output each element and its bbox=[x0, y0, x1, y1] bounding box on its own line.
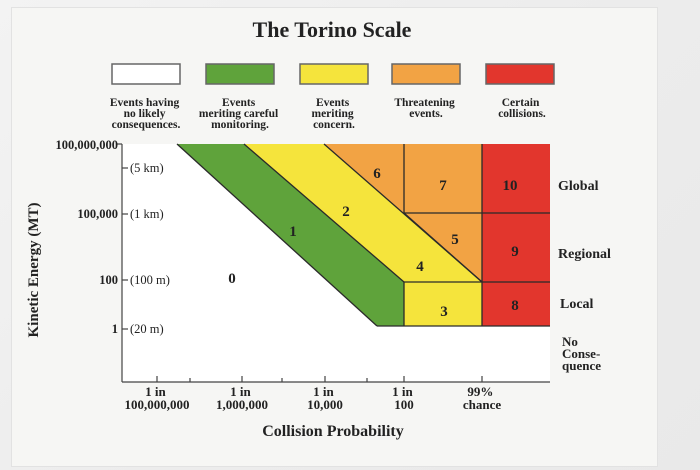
level-8: 8 bbox=[511, 298, 519, 314]
legend-swatch-threatening bbox=[391, 63, 461, 85]
y-tick-value: 100,000,000 bbox=[56, 138, 119, 152]
level-3: 3 bbox=[440, 304, 448, 320]
x-tick-label: 1 in 10,000 bbox=[307, 384, 343, 412]
zone-green bbox=[177, 144, 404, 326]
y-tick-value: 100,000 bbox=[77, 207, 118, 221]
boundary-5-4 bbox=[403, 212, 483, 283]
y-axis-label: Kinetic Energy (MT) bbox=[26, 203, 42, 338]
boundary-0-1 bbox=[176, 143, 378, 327]
legend-caption-certain-collision: Certain collisions. bbox=[498, 97, 546, 120]
row-label-no-consequence: No Conse- quence bbox=[562, 334, 604, 373]
legend-caption-no-consequence: Events having no likely consequences. bbox=[110, 97, 182, 131]
level-7: 7 bbox=[439, 178, 447, 194]
row-label-global: Global bbox=[558, 179, 599, 194]
legend-swatch-no-consequence bbox=[111, 63, 181, 85]
x-tick-label: 99% chance bbox=[463, 384, 502, 412]
legend-caption-threatening: Threatening events. bbox=[394, 97, 457, 120]
y-tick-size: (5 km) bbox=[130, 161, 164, 175]
x-tick-label: 1 in 100,000,000 bbox=[125, 384, 190, 412]
level-4: 4 bbox=[416, 259, 424, 275]
y-tick-value: 100 bbox=[99, 273, 118, 287]
level-0: 0 bbox=[228, 271, 236, 287]
level-9: 9 bbox=[511, 244, 519, 260]
diagram-title: The Torino Scale bbox=[253, 17, 412, 42]
zone-yellow-bottom bbox=[404, 282, 482, 326]
y-tick-size: (100 m) bbox=[130, 273, 170, 287]
legend-caption-concern: Events meriting concern. bbox=[311, 97, 356, 131]
x-tick-label: 1 in 100 bbox=[392, 384, 416, 412]
x-tick-label: 1 in 1,000,000 bbox=[216, 384, 268, 412]
level-1: 1 bbox=[289, 224, 297, 240]
y-tick-size: (20 m) bbox=[130, 322, 164, 336]
zone-yellow bbox=[244, 144, 482, 282]
legend-swatch-certain-collision bbox=[485, 63, 555, 85]
row-label-local: Local bbox=[560, 297, 594, 312]
y-tick-value: 1 bbox=[112, 322, 118, 336]
y-tick-size: (1 km) bbox=[130, 207, 164, 221]
level-5: 5 bbox=[451, 232, 459, 248]
torino-scale-sheet: The Torino Scale Events having no likely… bbox=[12, 8, 657, 466]
zone-red bbox=[482, 144, 550, 326]
level-6: 6 bbox=[373, 166, 381, 182]
row-label-regional: Regional bbox=[558, 247, 611, 262]
legend-caption-careful-monitoring: Events meriting careful monitoring. bbox=[199, 97, 281, 131]
zone-boundaries bbox=[176, 143, 550, 327]
legend-swatch-careful-monitoring bbox=[205, 63, 275, 85]
level-2: 2 bbox=[342, 204, 350, 220]
torino-scale-diagram: The Torino Scale Events having no likely… bbox=[26, 17, 611, 440]
level-10: 10 bbox=[503, 178, 518, 194]
boundary-1-2 bbox=[243, 143, 405, 283]
x-axis-label: Collision Probability bbox=[262, 423, 404, 440]
legend-swatch-concern bbox=[299, 63, 369, 85]
